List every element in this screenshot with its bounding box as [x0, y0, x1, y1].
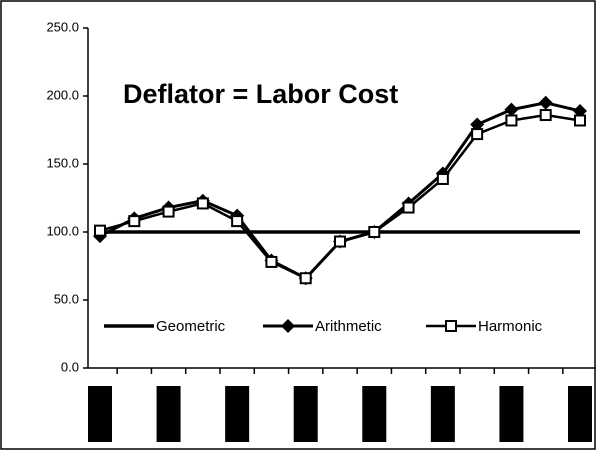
legend-label: Arithmetic — [315, 318, 382, 335]
square-marker — [128, 215, 141, 228]
diamond-marker — [504, 102, 519, 117]
series-line — [99, 113, 581, 280]
series-line — [99, 101, 581, 281]
y-tick-label: 50.0 — [54, 291, 79, 306]
square-marker — [574, 114, 586, 127]
redacted-label — [225, 386, 250, 442]
square-marker — [265, 255, 278, 268]
square-marker — [231, 215, 244, 228]
legend-label: Geometric — [156, 318, 226, 335]
square-marker — [299, 272, 312, 285]
square-marker — [505, 114, 518, 127]
chart-title: Deflator = Labor Cost — [123, 79, 398, 109]
redacted-label — [499, 386, 524, 442]
square-marker — [402, 201, 415, 214]
diamond-marker — [538, 95, 553, 110]
diamond-marker — [281, 319, 295, 333]
redacted-label — [362, 386, 387, 442]
square-marker — [471, 128, 484, 141]
y-tick-label: 150.0 — [46, 155, 79, 170]
legend-label: Harmonic — [478, 318, 543, 335]
square-marker — [162, 205, 175, 218]
square-marker — [436, 172, 449, 185]
y-tick-label: 0.0 — [61, 359, 79, 374]
redacted-label — [293, 386, 318, 442]
square-marker — [94, 224, 106, 237]
square-marker — [196, 197, 209, 210]
redacted-label — [430, 386, 455, 442]
diamond-marker — [573, 103, 587, 118]
diamond-marker — [470, 117, 485, 132]
redacted-label — [156, 386, 181, 442]
y-tick-label: 250.0 — [46, 19, 79, 34]
y-tick-label: 200.0 — [46, 87, 79, 102]
square-marker — [445, 320, 457, 332]
square-marker — [368, 226, 381, 238]
redacted-label — [568, 386, 592, 442]
square-marker — [539, 109, 552, 122]
square-marker — [334, 235, 346, 248]
redacted-label — [88, 386, 112, 442]
y-tick-label: 100.0 — [46, 223, 79, 238]
